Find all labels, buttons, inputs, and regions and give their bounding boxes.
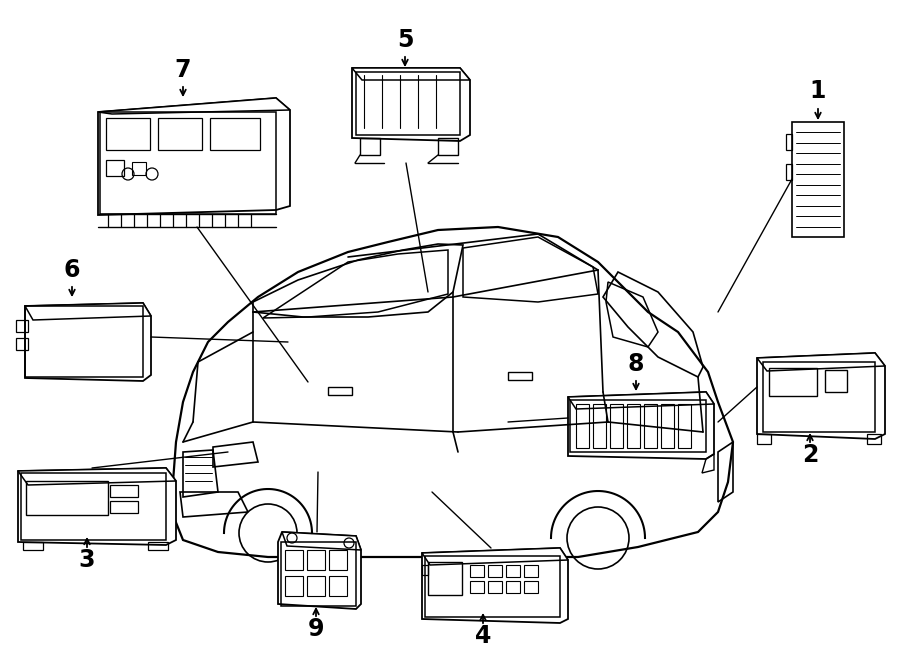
- Bar: [428, 562, 462, 595]
- Bar: [148, 542, 168, 550]
- Bar: [158, 118, 202, 150]
- Bar: [285, 550, 303, 570]
- Bar: [508, 372, 532, 380]
- Bar: [506, 565, 520, 577]
- Bar: [106, 118, 150, 150]
- Bar: [26, 481, 108, 515]
- Bar: [281, 542, 356, 606]
- Bar: [576, 404, 589, 448]
- Polygon shape: [98, 98, 290, 215]
- Polygon shape: [98, 98, 290, 114]
- Text: 8: 8: [628, 352, 644, 376]
- Bar: [21, 473, 166, 540]
- Bar: [792, 122, 844, 237]
- Bar: [524, 565, 538, 577]
- Bar: [769, 368, 817, 396]
- Polygon shape: [422, 548, 568, 565]
- Text: 5: 5: [397, 28, 413, 52]
- Bar: [328, 387, 352, 395]
- Polygon shape: [278, 532, 361, 609]
- Bar: [100, 112, 276, 214]
- Text: 4: 4: [475, 624, 491, 648]
- Bar: [488, 565, 502, 577]
- Bar: [678, 404, 691, 448]
- Polygon shape: [352, 68, 470, 141]
- Text: 6: 6: [64, 258, 80, 282]
- Polygon shape: [757, 353, 885, 371]
- Text: 1: 1: [810, 79, 826, 103]
- Bar: [506, 581, 520, 593]
- Bar: [661, 404, 674, 448]
- Polygon shape: [173, 227, 733, 557]
- Bar: [307, 576, 325, 596]
- Polygon shape: [25, 303, 151, 381]
- Polygon shape: [18, 468, 176, 485]
- Bar: [867, 434, 881, 444]
- Bar: [488, 581, 502, 593]
- Text: 9: 9: [308, 617, 324, 641]
- Bar: [210, 118, 260, 150]
- Bar: [627, 404, 640, 448]
- Bar: [16, 320, 28, 332]
- Bar: [425, 556, 560, 617]
- Bar: [16, 338, 28, 350]
- Bar: [106, 160, 124, 176]
- Bar: [470, 581, 484, 593]
- Text: 3: 3: [79, 548, 95, 572]
- Bar: [307, 550, 325, 570]
- Bar: [329, 550, 347, 570]
- Bar: [610, 404, 623, 448]
- Bar: [524, 581, 538, 593]
- Polygon shape: [25, 303, 151, 320]
- Polygon shape: [282, 532, 361, 550]
- Bar: [110, 501, 138, 513]
- Bar: [644, 404, 657, 448]
- Bar: [110, 485, 138, 497]
- Bar: [132, 162, 146, 175]
- Text: 7: 7: [175, 58, 191, 82]
- Bar: [757, 434, 771, 444]
- Polygon shape: [352, 68, 470, 80]
- Bar: [763, 362, 875, 432]
- Bar: [825, 370, 847, 392]
- Polygon shape: [568, 392, 714, 409]
- Polygon shape: [757, 353, 885, 439]
- Polygon shape: [422, 548, 568, 623]
- Bar: [23, 542, 43, 550]
- Bar: [25, 306, 143, 377]
- Polygon shape: [568, 392, 714, 459]
- Bar: [329, 576, 347, 596]
- Text: 2: 2: [802, 443, 818, 467]
- Bar: [593, 404, 606, 448]
- Polygon shape: [18, 468, 176, 545]
- Bar: [285, 576, 303, 596]
- Bar: [470, 565, 484, 577]
- Bar: [356, 72, 460, 135]
- Bar: [570, 400, 706, 452]
